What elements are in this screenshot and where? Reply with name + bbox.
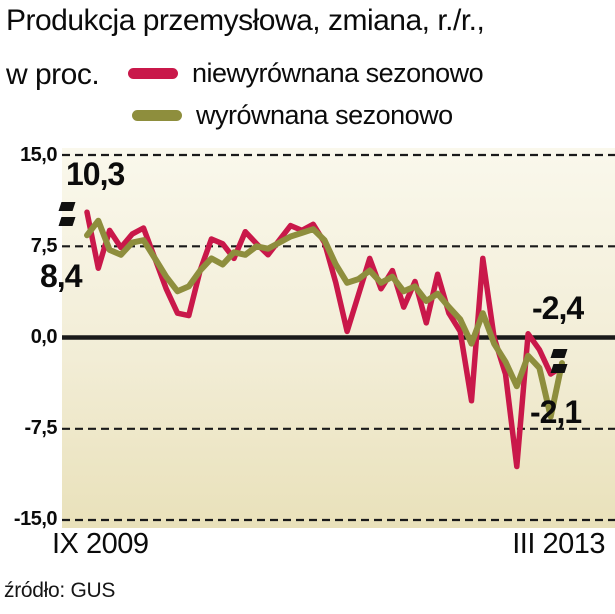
legend-label-unadjusted: niewyrównana sezonowo xyxy=(192,58,484,88)
series-start-marker-icon xyxy=(58,199,76,229)
source-note: źródło: GUS xyxy=(4,579,116,602)
y-tick-7-5: 7,5 xyxy=(30,235,58,257)
annotation-start-unadjusted: 10,3 xyxy=(66,156,125,192)
plot-area xyxy=(62,148,615,528)
y-tick-neg-7-5: -7,5 xyxy=(24,417,58,439)
chart-title-line1: Produkcja przemysłowa, zmiana, r./r., xyxy=(6,4,485,37)
annotation-start-adjusted: 8,4 xyxy=(40,258,82,294)
y-tick-neg-15: -15,0 xyxy=(13,508,58,530)
chart-title-line2: w proc. xyxy=(6,58,100,91)
x-axis-label-start: IX 2009 xyxy=(52,528,149,560)
annotation-end-unadjusted: -2,4 xyxy=(532,290,584,326)
chart-svg xyxy=(62,153,615,522)
y-tick-0: 0,0 xyxy=(30,326,58,348)
y-tick-15: 15,0 xyxy=(20,144,57,166)
x-axis-label-end: III 2013 xyxy=(512,528,605,560)
annotation-end-adjusted: -2,1 xyxy=(530,394,582,430)
legend-item-adjusted: wyrównana sezonowo xyxy=(132,100,453,131)
legend-swatch-1 xyxy=(132,110,182,121)
legend-swatch-0 xyxy=(128,68,178,79)
series-end-marker-icon xyxy=(550,346,568,376)
legend-item-unadjusted: niewyrównana sezonowo xyxy=(128,58,484,89)
legend-label-adjusted: wyrównana sezonowo xyxy=(196,100,453,130)
